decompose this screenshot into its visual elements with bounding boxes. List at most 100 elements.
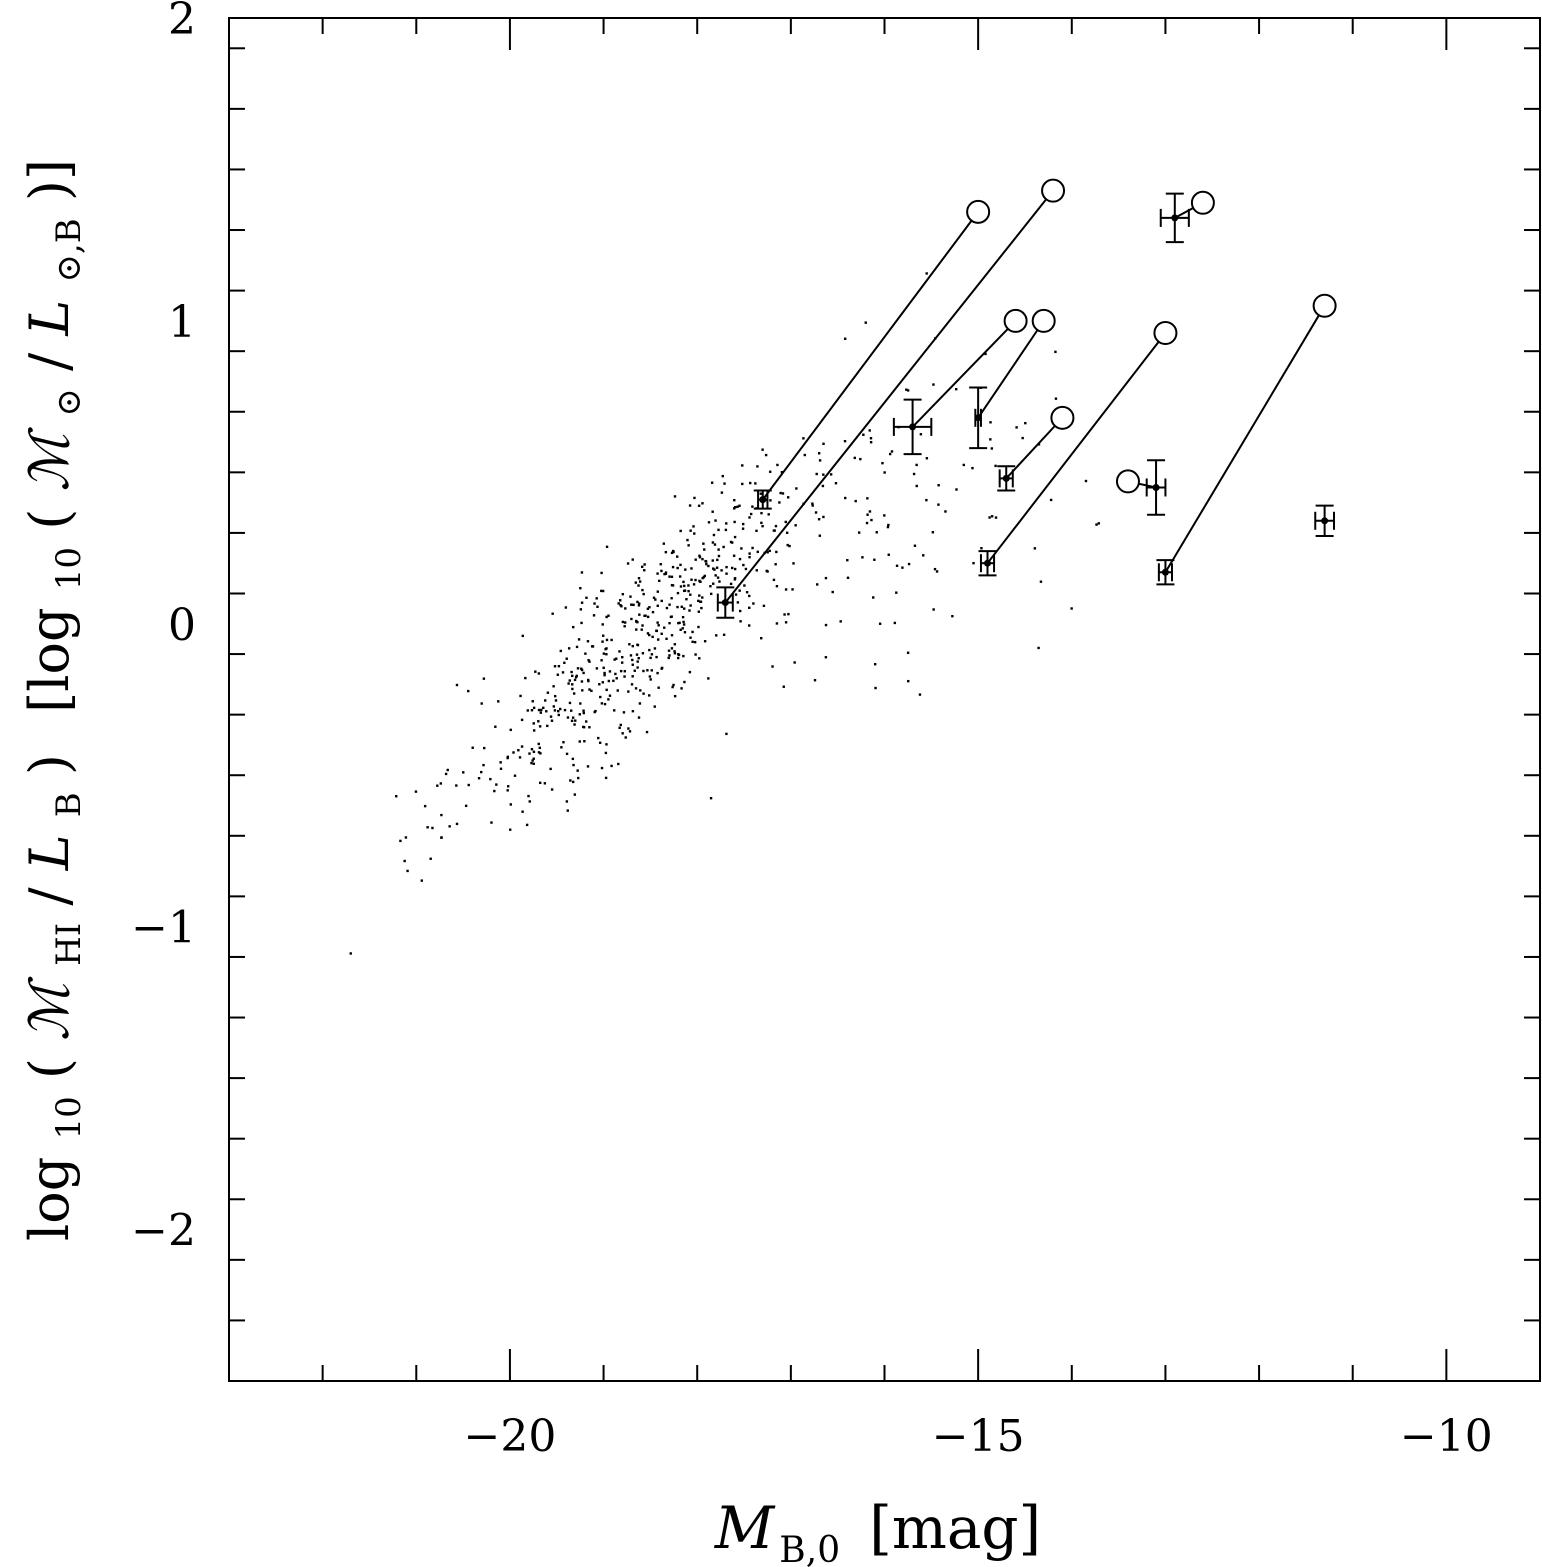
scatter-point [773,529,776,532]
error-bar-point [1159,192,1190,244]
scatter-point [580,601,584,604]
scatter-point [652,596,656,599]
scatter-point [570,709,573,712]
scatter-point [654,598,657,601]
scatter-point [577,776,580,780]
data-point [1171,214,1179,222]
model-circle [1312,293,1337,318]
scatter-point [670,634,674,637]
scatter-point [494,725,497,728]
scatter-point [873,558,876,561]
scatter-point [990,447,994,450]
scatter-point [640,565,644,569]
scatter-point [455,784,458,787]
scatter-point [668,654,671,657]
scatter-point [530,761,533,765]
scatter-point [886,525,890,529]
scatter-point [679,529,682,533]
scatter-point [614,672,617,676]
scatter-point [932,608,935,611]
scatter-point [693,640,697,644]
scatter-point [843,439,847,443]
scatter-point [621,655,624,659]
scatter-point [1015,426,1018,429]
scatter-point [907,562,911,566]
scatter-point [821,484,825,488]
error-bar-point [1156,559,1175,586]
scatter-point [631,675,634,678]
scatter-point [495,783,498,786]
scatter-point [738,557,742,561]
plot-frame [228,17,1541,1382]
scatter-point [605,638,609,642]
scatter-point [868,429,871,432]
scatter-point [532,722,535,725]
scatter-point [693,532,696,535]
scatter-point [572,763,575,767]
scatter-point [600,589,603,593]
scatter-point [670,551,674,555]
scatter-point [480,770,483,774]
scatter-point [895,591,898,594]
scatter-point [648,675,652,678]
scatter-point [742,563,745,567]
scatter-point [689,593,692,596]
scatter-point [736,601,740,604]
scatter-point [743,584,746,587]
scatter-point [673,652,677,655]
scatter-point [687,589,690,593]
scatter-point [994,464,997,468]
scatter-point [707,677,710,680]
scatter-point [471,746,474,749]
connector-line [761,220,973,501]
scatter-point [843,337,847,340]
scatter-point [641,588,644,592]
scatter-point [517,749,520,752]
scatter-point [588,660,591,663]
scatter-point [628,730,632,733]
scatter-point [701,596,704,599]
scatter-point [554,699,558,702]
scatter-point [680,605,683,608]
scatter-point [887,523,890,527]
scatter-point [537,742,540,746]
scatter-point [653,705,656,708]
scatter-point [873,663,877,666]
scatter-point [738,504,741,507]
scatter-point [573,723,576,726]
scatter-point [766,551,769,554]
scatter-point [440,813,443,817]
scatter-point [1024,421,1027,425]
scatter-point [572,692,576,695]
scatter-point [1095,523,1098,526]
connector-line [986,341,1160,564]
model-circle [1050,405,1075,430]
scatter-point [641,652,645,655]
scatter-point [733,507,736,510]
scatter-point [581,689,584,692]
scatter-point [588,688,591,691]
scatter-point [580,680,584,683]
scatter-point [671,584,675,587]
scatter-point [655,655,658,659]
scatter-point [656,671,659,675]
scatter-point [984,352,987,356]
scatter-point [624,621,627,624]
scatter-point [817,518,821,521]
scatter-point [579,586,582,590]
scatter-point [660,569,663,573]
scatter-point [811,504,814,507]
scatter-point [901,566,904,569]
scatter-point [922,554,925,557]
scatter-point [676,591,680,595]
scatter-point [619,599,622,602]
scatter-point [446,768,449,772]
scatter-point [557,664,561,668]
data-point [1152,483,1160,491]
scatter-point [620,661,624,664]
scatter-point [574,676,578,679]
scatter-point [537,672,541,675]
scatter-point [565,800,569,803]
scatter-point [526,709,529,712]
scatter-point [769,499,772,502]
